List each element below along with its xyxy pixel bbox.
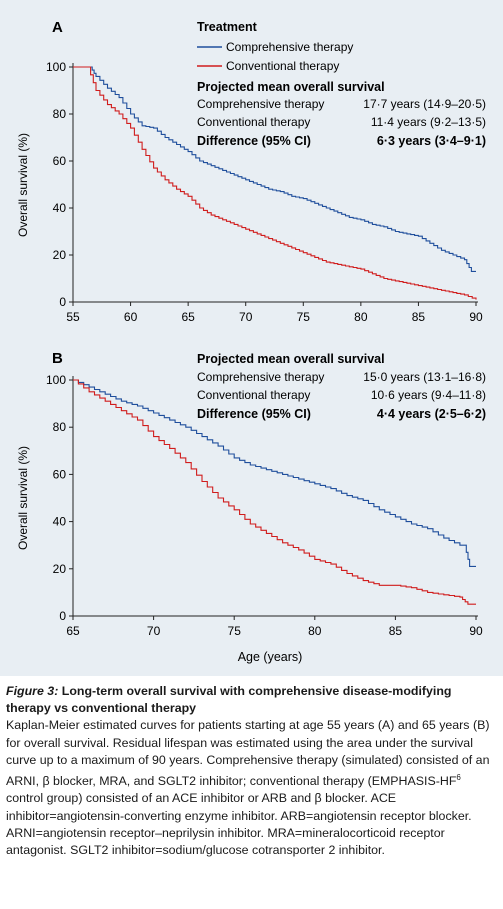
- panel-a-y-ticks: 0 20 40 60 80 100: [46, 60, 73, 309]
- x-tick-label: 65: [181, 310, 195, 324]
- panel-b-axes: [72, 376, 478, 617]
- y-tick-label: 60: [53, 467, 67, 481]
- y-tick-label: 80: [53, 107, 67, 121]
- table-a-row-3-value: 6·3 years (3·4–9·1): [377, 134, 486, 148]
- y-tick-label: 0: [59, 295, 66, 309]
- table-b-row-2-value: 10·6 years (9·4–11·8): [371, 388, 486, 402]
- survival-curve-conventional: [73, 379, 476, 605]
- panel-b: B Projected mean overall survival Compre…: [16, 350, 486, 664]
- panel-a: A Treatment Comprehensive therapy Conven…: [16, 19, 486, 324]
- table-a-row-2-value: 11·4 years (9·2–13·5): [371, 115, 486, 129]
- table-b-title: Projected mean overall survival: [197, 352, 385, 366]
- table-a-row-1-value: 17·7 years (14·9–20·5): [363, 97, 486, 111]
- y-tick-label: 0: [59, 609, 66, 623]
- y-tick-label: 40: [53, 201, 67, 215]
- x-tick-label: 90: [469, 310, 483, 324]
- table-b-row-3-label: Difference (95% CI): [197, 407, 311, 421]
- panel-a-series: [73, 66, 477, 300]
- survival-curve-conventional: [73, 66, 477, 300]
- panel-a-y-axis-label: Overall survival (%): [16, 133, 30, 237]
- table-a-row-3-label: Difference (95% CI): [197, 134, 311, 148]
- panel-a-letter: A: [52, 19, 63, 36]
- y-tick-label: 60: [53, 154, 67, 168]
- x-tick-label: 90: [469, 624, 483, 638]
- x-tick-label: 70: [239, 310, 253, 324]
- x-tick-label: 55: [66, 310, 80, 324]
- table-b-row-1-value: 15·0 years (13·1–16·8): [363, 370, 486, 384]
- figure-svg: A Treatment Comprehensive therapy Conven…: [16, 19, 486, 664]
- legend-title: Treatment: [197, 20, 258, 34]
- table-b-row-1-label: Comprehensive therapy: [197, 370, 324, 384]
- survival-curve-comprehensive: [73, 379, 476, 567]
- panel-b-letter: B: [52, 350, 63, 367]
- table-a-row-1-label: Comprehensive therapy: [197, 97, 324, 111]
- caption-title: Long-term overall survival with comprehe…: [6, 684, 452, 716]
- panel-b-y-ticks: 0 20 40 60 80 100: [46, 373, 73, 623]
- survival-curve-comprehensive: [73, 66, 476, 272]
- y-tick-label: 100: [46, 60, 66, 74]
- legend-label-comprehensive: Comprehensive therapy: [226, 40, 353, 54]
- y-tick-label: 20: [53, 562, 67, 576]
- x-tick-label: 60: [124, 310, 138, 324]
- caption-body: Kaplan-Meier estimated curves for patien…: [6, 717, 498, 859]
- caption-heading: Figure 3: Long-term overall survival wit…: [6, 684, 452, 715]
- figure-caption: Figure 3: Long-term overall survival wit…: [6, 683, 498, 859]
- panel-b-x-ticks: 65 70 75 80 85 90: [66, 616, 483, 638]
- table-a-title: Projected mean overall survival: [197, 80, 385, 94]
- table-a-row-2-label: Conventional therapy: [197, 115, 310, 129]
- panel-a-x-ticks: 55 60 65 70 75 80 85 90: [66, 302, 483, 324]
- table-b-row-3-value: 4·4 years (2·5–6·2): [377, 407, 486, 421]
- caption-text-2: control group) consisted of an ACE inhib…: [6, 791, 472, 857]
- caption-reference: 6: [456, 773, 461, 783]
- panel-b-y-axis-label: Overall survival (%): [16, 446, 30, 550]
- x-tick-label: 85: [412, 310, 426, 324]
- figure-area: A Treatment Comprehensive therapy Conven…: [0, 0, 503, 676]
- y-tick-label: 100: [46, 373, 66, 387]
- panel-b-series: [73, 379, 476, 605]
- x-tick-label: 75: [228, 624, 242, 638]
- y-tick-label: 80: [53, 420, 67, 434]
- y-tick-label: 20: [53, 248, 67, 262]
- x-tick-label: 80: [308, 624, 322, 638]
- panel-b-x-axis-label: Age (years): [238, 650, 303, 664]
- x-tick-label: 65: [66, 624, 80, 638]
- y-tick-label: 40: [53, 515, 67, 529]
- table-b-row-2-label: Conventional therapy: [197, 388, 310, 402]
- x-tick-label: 75: [297, 310, 311, 324]
- x-tick-label: 70: [147, 624, 161, 638]
- caption-text-1: Kaplan-Meier estimated curves for patien…: [6, 718, 490, 789]
- caption-label: Figure 3:: [6, 684, 59, 698]
- panel-a-axes: [72, 63, 478, 303]
- x-tick-label: 80: [354, 310, 368, 324]
- x-tick-label: 85: [389, 624, 403, 638]
- legend-label-conventional: Conventional therapy: [226, 59, 339, 73]
